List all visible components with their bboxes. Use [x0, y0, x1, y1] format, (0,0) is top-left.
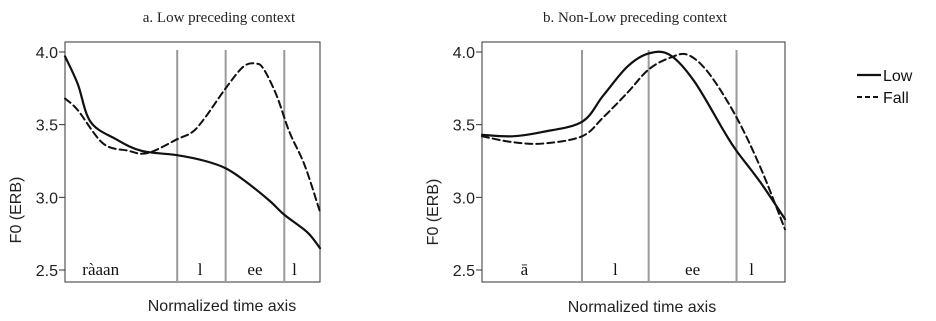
legend-label-fall: Fall	[883, 90, 909, 107]
panel-a-xlabel: Normalized time axis	[148, 298, 296, 315]
panel-b-ytick-label: 3.0	[453, 190, 475, 207]
panel-a: a. Low preceding context F0 (ERB) Normal…	[8, 10, 322, 315]
panel-b-frame	[481, 41, 786, 283]
panel-a-series-low	[63, 55, 322, 250]
panel-b-series-fall	[481, 52, 786, 231]
panel-a-ytick-label: 4.0	[36, 45, 58, 62]
panel-b: b. Non-Low preceding context F0 (ERB) No…	[425, 10, 787, 316]
panel-b-segment-label: l	[749, 260, 754, 279]
panel-b-ylabel: F0 (ERB)	[425, 179, 442, 246]
panel-b-title: b. Non-Low preceding context	[543, 10, 728, 26]
panel-a-series-fall	[64, 62, 321, 213]
panel-b-xlabel: Normalized time axis	[568, 299, 716, 316]
panel-b-ytick-label: 3.5	[453, 118, 475, 135]
panel-b-segment-label: ā	[521, 260, 529, 279]
legend-label-low: Low	[883, 68, 913, 85]
panel-b-series-low	[480, 50, 787, 221]
panel-b-ytick-label: 2.5	[453, 263, 475, 280]
panel-a-segment-label: l	[292, 260, 297, 279]
panel-b-segment-label: l	[613, 260, 618, 279]
panel-a-plot-area: 2.5 3.0 3.5 4.0 ràaan l ee l	[36, 41, 322, 283]
panel-a-segment-label: l	[198, 260, 203, 279]
panel-a-title: a. Low preceding context	[143, 10, 296, 26]
panel-b-ytick-label: 4.0	[453, 45, 475, 62]
panel-b-segment-label: ee	[685, 260, 700, 279]
panel-a-ytick-label: 2.5	[36, 263, 58, 280]
legend: Low Fall	[857, 68, 913, 107]
panel-a-ytick-label: 3.0	[36, 190, 58, 207]
panel-a-ylabel: F0 (ERB)	[8, 177, 25, 244]
panel-a-segment-label: ràaan	[82, 260, 119, 279]
panel-a-frame	[64, 41, 321, 283]
panel-a-ytick-label: 3.5	[36, 118, 58, 135]
panel-b-plot-area: 2.5 3.0 3.5 4.0 ā l ee l	[453, 41, 787, 283]
panel-a-segment-label: ee	[247, 260, 262, 279]
